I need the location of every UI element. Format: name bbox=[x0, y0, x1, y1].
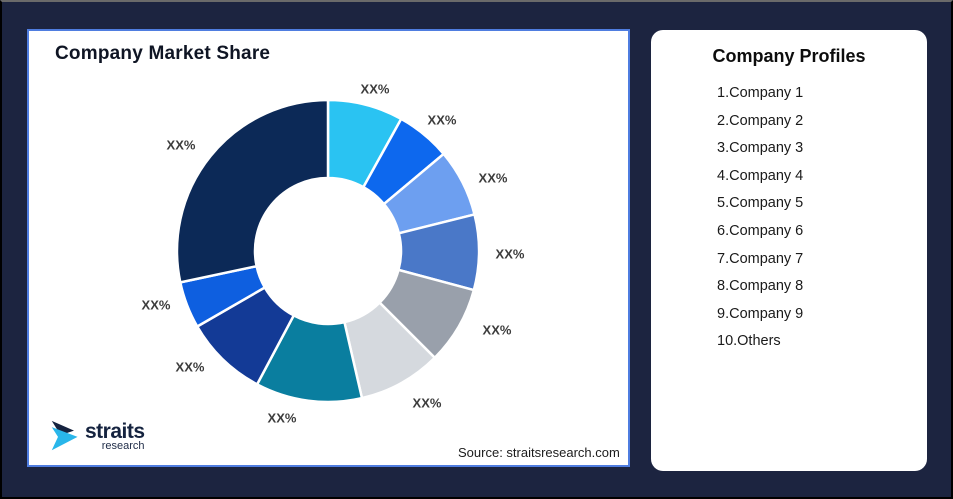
source-text: Source: straitsresearch.com bbox=[458, 445, 620, 460]
list-item: 7.Company 7 bbox=[717, 250, 804, 267]
chart-title: Company Market Share bbox=[55, 43, 271, 64]
list-item: 4.Company 4 bbox=[717, 167, 804, 184]
slice-value-label: XX% bbox=[166, 137, 196, 153]
profiles-title: Company Profiles bbox=[712, 46, 866, 66]
list-item: 6.Company 6 bbox=[717, 222, 804, 239]
list-item: 3.Company 3 bbox=[717, 140, 804, 157]
list-item: 1.Company 1 bbox=[717, 85, 804, 101]
logo-arrow-icon bbox=[51, 420, 78, 451]
logo-text: straits research bbox=[85, 421, 145, 452]
slice-value-label: XX% bbox=[175, 359, 205, 375]
slice-value-label: XX% bbox=[360, 81, 390, 97]
market-share-card: Company Market Share Source: straitsrese… bbox=[27, 29, 630, 467]
logo-name: straits bbox=[85, 419, 145, 443]
profiles-list: 1.Company 1 2.Company 2 3.Company 3 4.Co… bbox=[717, 80, 917, 356]
list-item: 5.Company 5 bbox=[717, 195, 804, 212]
list-item: 10.Others bbox=[717, 333, 781, 350]
straits-research-logo: straits research bbox=[49, 420, 145, 452]
logo-subtext: research bbox=[101, 439, 145, 452]
company-profiles-card: Company Profiles 1.Company 1 2.Company 2… bbox=[651, 30, 927, 471]
list-item: 8.Company 8 bbox=[717, 278, 804, 295]
list-item: 2.Company 2 bbox=[717, 112, 804, 129]
slice-value-label: XX% bbox=[141, 297, 171, 313]
donut-chart bbox=[175, 98, 481, 404]
list-item: 9.Company 9 bbox=[717, 305, 804, 322]
slice-value-label: XX% bbox=[427, 112, 457, 128]
donut-slice bbox=[175, 98, 330, 284]
slice-value-label: XX% bbox=[482, 322, 512, 338]
slice-value-label: XX% bbox=[478, 170, 508, 186]
slice-value-label: XX% bbox=[412, 395, 442, 411]
slice-value-label: XX% bbox=[495, 246, 525, 262]
slice-value-label: XX% bbox=[267, 410, 297, 426]
